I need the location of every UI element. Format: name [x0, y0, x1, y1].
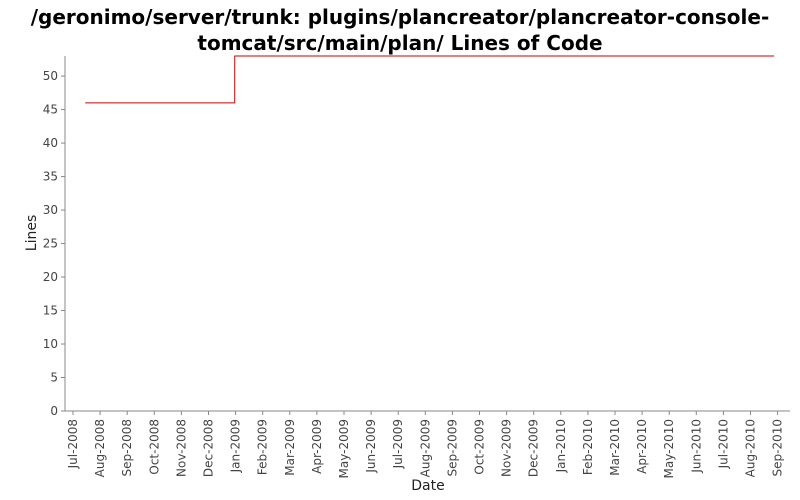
x-tick-label: Dec-2009 [527, 419, 541, 477]
y-tick-label: 45 [43, 103, 58, 117]
series-line [85, 55, 775, 104]
x-tick-label: Nov-2009 [500, 419, 514, 477]
y-axis-ticks: 0 5 10 15 20 25 30 35 40 45 50 [43, 69, 65, 418]
y-tick-label: 5 [50, 371, 58, 385]
x-tick-label: Sep-2009 [445, 419, 459, 477]
x-tick-label: Jul-2010 [716, 419, 730, 469]
x-tick-label: May-2010 [662, 419, 676, 478]
x-tick-label: Sep-2008 [120, 419, 134, 477]
y-tick-label: 40 [43, 136, 58, 150]
x-tick-label: Oct-2008 [147, 419, 161, 475]
x-axis-label: Date [411, 478, 444, 494]
x-tick-label: Jun-2009 [364, 419, 378, 474]
x-tick-label: Feb-2009 [256, 419, 270, 475]
chart-title-line-2: tomcat/src/main/plan/ Lines of Code [197, 31, 603, 55]
x-tick-label: Sep-2010 [771, 419, 785, 477]
chart-title: /geronimo/server/trunk: plugins/plancrea… [0, 4, 800, 56]
chart-title-line-1: /geronimo/server/trunk: plugins/plancrea… [30, 5, 770, 29]
x-tick-label: Jul-2008 [66, 419, 80, 469]
x-tick-label: Jul-2009 [391, 419, 405, 469]
y-axis-label: Lines [24, 215, 40, 251]
y-tick-label: 15 [43, 304, 58, 318]
series-group [85, 55, 775, 104]
x-axis-ticks: Jul-2008 Aug-2008 Sep-2008 Oct-2008 Nov-2008… [66, 411, 785, 478]
x-tick-label: Jun-2010 [689, 419, 703, 474]
x-tick-label: Dec-2008 [202, 419, 216, 477]
plot-area [65, 56, 790, 411]
x-tick-label: May-2009 [337, 419, 351, 478]
x-tick-label: Feb-2010 [581, 419, 595, 475]
y-tick-label: 25 [43, 237, 58, 251]
x-tick-label: Mar-2010 [608, 419, 622, 476]
y-tick-label: 30 [43, 203, 58, 217]
y-tick-label: 10 [43, 337, 58, 351]
x-tick-label: Jan-2009 [229, 419, 243, 473]
x-tick-label: Apr-2010 [635, 419, 649, 474]
x-tick-label: Jan-2010 [554, 419, 568, 473]
y-tick-label: 20 [43, 270, 58, 284]
y-tick-label: 50 [43, 69, 58, 83]
x-tick-label: Apr-2009 [310, 419, 324, 474]
x-tick-label: Nov-2008 [174, 419, 188, 477]
y-tick-label: 0 [50, 404, 58, 418]
y-tick-label: 35 [43, 170, 58, 184]
x-tick-label: Aug-2010 [744, 419, 758, 477]
x-tick-label: Oct-2009 [473, 419, 487, 475]
x-tick-label: Aug-2009 [418, 419, 432, 477]
x-tick-label: Mar-2009 [283, 419, 297, 476]
x-tick-label: Aug-2008 [93, 419, 107, 477]
